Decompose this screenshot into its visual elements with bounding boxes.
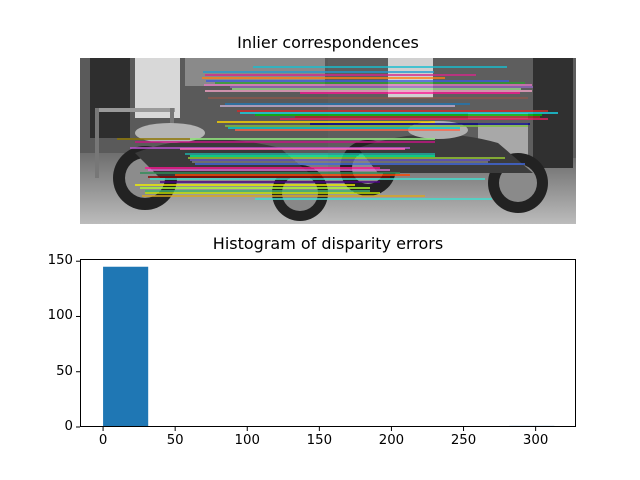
subplot-title-correspondences: Inlier correspondences bbox=[237, 33, 419, 52]
subplot-title-histogram: Histogram of disparity errors bbox=[212, 234, 444, 253]
x-tick-label: 50 bbox=[166, 433, 184, 448]
x-tick-label: 300 bbox=[522, 433, 549, 448]
histogram-bar bbox=[103, 266, 149, 427]
y-tick-label: 50 bbox=[56, 363, 73, 379]
y-tick-label: 100 bbox=[47, 308, 73, 324]
x-tick-label: 150 bbox=[306, 433, 333, 448]
axes-frame bbox=[80, 259, 576, 427]
y-tick-label: 150 bbox=[47, 253, 73, 269]
x-tick-label: 100 bbox=[234, 433, 260, 448]
histogram-axes bbox=[76, 259, 576, 431]
y-tick-label: 0 bbox=[64, 419, 73, 434]
x-tick-label: 250 bbox=[450, 433, 477, 448]
histogram-bars bbox=[103, 266, 555, 427]
x-tick-label: 200 bbox=[378, 433, 405, 448]
axis-ticks bbox=[76, 260, 537, 431]
correspondence-lines bbox=[117, 66, 558, 200]
correspondence-image bbox=[80, 58, 576, 224]
x-tick-label: 0 bbox=[98, 433, 108, 448]
